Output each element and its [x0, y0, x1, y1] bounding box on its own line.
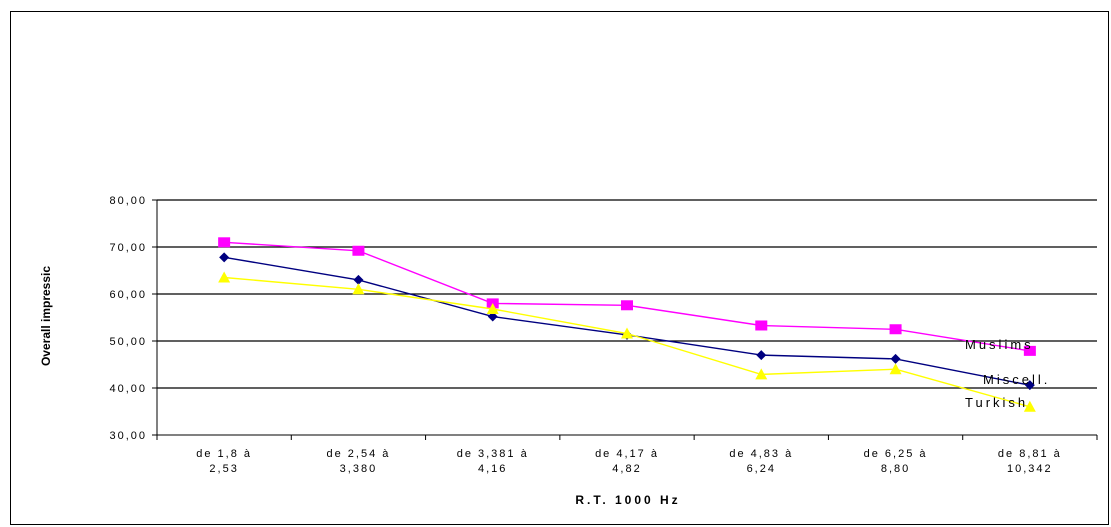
x-tick-label: 3,380 [340, 463, 378, 475]
data-point-triangle [486, 303, 499, 315]
x-tick-label: 2,53 [209, 463, 238, 475]
series-label: Miscell. [983, 372, 1050, 387]
x-tick-label: de 8,81 à [998, 448, 1062, 460]
data-point-diamond [219, 252, 230, 263]
data-point-square [889, 324, 902, 335]
data-point-triangle [218, 271, 231, 283]
data-point-triangle [621, 327, 633, 339]
data-point-diamond [756, 350, 767, 361]
axes [156, 200, 1097, 436]
x-tick-label: de 4,83 à [729, 448, 793, 460]
x-axis-ticks: de 1,8 à 2,53 de 2,54 à 3,380 de 3,381 à 4,16… [156, 435, 1098, 475]
x-tick-label: de 4,17 à [595, 448, 659, 460]
x-tick-label: 6,24 [747, 463, 776, 475]
y-tick-label: 40,00 [109, 383, 147, 395]
data-point-square [352, 245, 365, 256]
data-point-diamond [487, 311, 498, 322]
series-turkish: Turkish [218, 271, 1036, 412]
data-point-square [1023, 345, 1036, 356]
data-point-triangle [1023, 400, 1036, 412]
y-tick-label: 30,00 [109, 430, 147, 442]
x-tick-label: 10,342 [1007, 463, 1053, 475]
y-axis-ticks: 30,00 40,00 50,00 60,00 70,00 80,00 [109, 195, 157, 442]
series-label: Muslims [965, 337, 1034, 352]
series-label: Turkish [965, 395, 1028, 410]
data-point-diamond [1024, 380, 1035, 391]
data-point-square [755, 320, 768, 331]
series-line [223, 256, 1031, 386]
series-group: Muslims Miscell. Turkish [218, 237, 1050, 412]
data-point-diamond [890, 353, 901, 364]
data-point-square [621, 300, 633, 311]
data-point-square [218, 237, 231, 248]
x-axis-title: R.T. 1000 Hz [575, 493, 680, 507]
y-tick-label: 50,00 [109, 336, 147, 348]
x-tick-label: de 1,8 à [196, 448, 252, 460]
gridlines [157, 199, 1097, 389]
x-tick-label: 4,82 [612, 463, 641, 475]
x-tick-label: 4,16 [478, 463, 507, 475]
x-tick-label: de 2,54 à [326, 448, 390, 460]
data-point-triangle [889, 363, 902, 375]
x-tick-label: de 3,381 à [457, 448, 529, 460]
y-tick-label: 70,00 [109, 242, 147, 254]
data-point-triangle [352, 283, 365, 295]
data-point-diamond [353, 274, 364, 285]
y-axis-title: Overall impressic [39, 266, 53, 366]
data-point-triangle [755, 368, 768, 380]
y-tick-label: 60,00 [109, 289, 147, 301]
x-tick-label: de 6,25 à [864, 448, 928, 460]
x-tick-label: 8,80 [881, 463, 910, 475]
series-miscell: Miscell. [219, 252, 1050, 391]
y-tick-label: 80,00 [109, 195, 147, 207]
